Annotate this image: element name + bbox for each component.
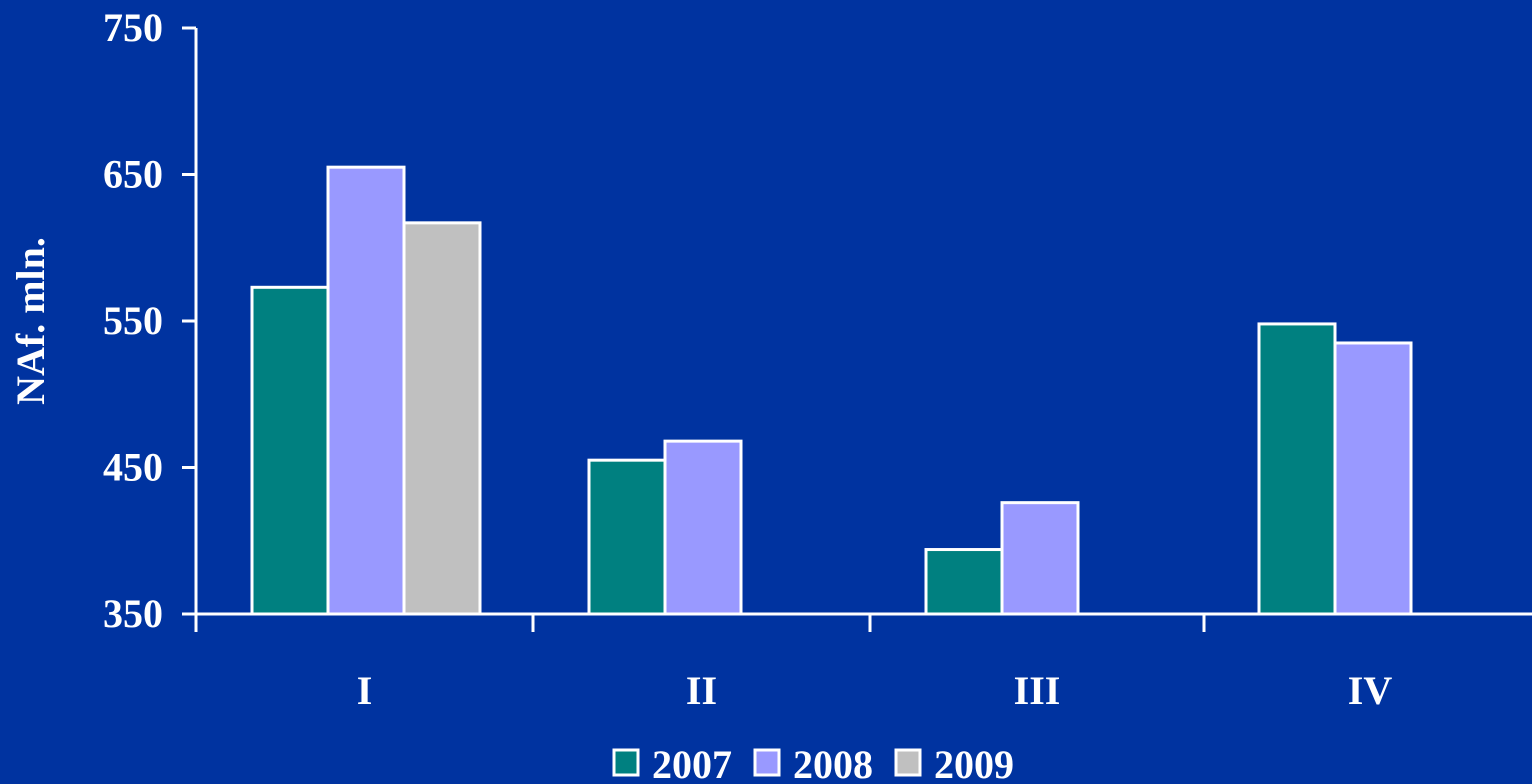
y-tick-label: 650 xyxy=(103,152,163,197)
y-axis-ticks: 350 450 550 650 750 xyxy=(103,5,196,636)
bar-2008-I xyxy=(326,165,406,616)
y-tick-label: 750 xyxy=(103,5,163,50)
bar-2007-III xyxy=(924,548,1004,616)
x-axis-ticks: I II III IV xyxy=(194,614,1393,713)
legend-swatch-2009 xyxy=(894,748,922,777)
category-label: III xyxy=(1014,668,1061,713)
y-tick-label: 450 xyxy=(103,445,163,490)
bar-2007-II xyxy=(587,458,667,616)
bar-2008-IV xyxy=(1333,341,1413,616)
bars-group xyxy=(250,165,1413,616)
bar-2008-III xyxy=(1000,501,1080,616)
bar-2007-IV xyxy=(1257,322,1337,616)
y-axis-title: NAf. mln. xyxy=(8,237,53,405)
legend-swatch-2007 xyxy=(612,748,640,777)
bar-2009-I xyxy=(402,221,482,616)
bar-2007-I xyxy=(250,285,330,616)
bar-2008-II xyxy=(663,439,743,616)
legend-label-2008: 2008 xyxy=(793,742,873,784)
category-label: I xyxy=(357,668,373,713)
y-tick-label: 550 xyxy=(103,298,163,343)
y-tick-label: 350 xyxy=(103,591,163,636)
legend-swatch-2008 xyxy=(753,748,781,777)
category-label: IV xyxy=(1348,668,1393,713)
legend-label-2007: 2007 xyxy=(652,742,732,784)
legend: 2007 2008 2009 xyxy=(612,742,1014,784)
legend-label-2009: 2009 xyxy=(934,742,1014,784)
category-label: II xyxy=(686,668,717,713)
